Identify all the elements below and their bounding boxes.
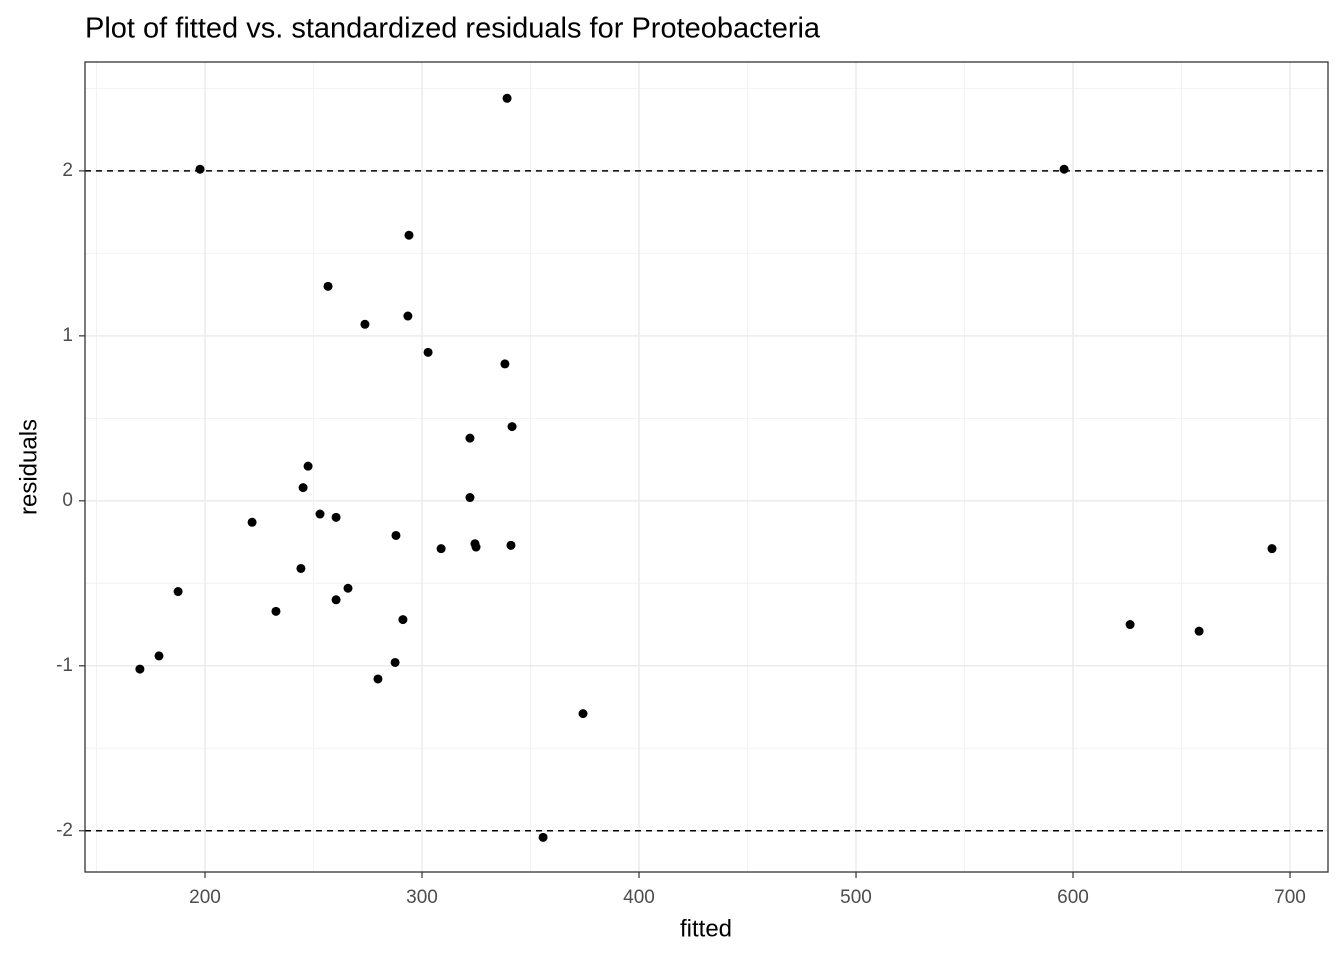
point [507,422,517,432]
x-tick-label: 500 [840,887,872,908]
point [502,93,512,103]
chart-title: Plot of fitted vs. standardized residual… [85,13,821,45]
point [423,347,433,357]
y-tick-label: 2 [62,160,73,181]
x-tick-label: 200 [189,887,221,908]
point [404,230,414,240]
panel-background [85,62,1328,872]
point [403,311,413,321]
point [271,606,281,616]
point [373,674,383,684]
point [135,664,145,674]
x-tick-label: 300 [406,887,438,908]
y-tick-label: -1 [56,655,73,676]
y-axis-label: residuals [15,419,42,515]
point [303,461,313,471]
point [500,359,510,369]
point [296,563,306,573]
point [471,542,481,552]
x-tick-label: 400 [623,887,655,908]
point [465,493,475,503]
point [391,530,401,540]
point [398,615,408,625]
point [298,483,308,493]
point [578,709,588,719]
point [465,433,475,443]
point [343,583,353,593]
point [331,512,341,522]
point [1125,620,1135,630]
point [506,540,516,550]
point [360,319,370,329]
point [323,281,333,291]
point [154,651,164,661]
point [1267,544,1277,554]
y-tick-label: 0 [62,490,73,511]
y-tick-label: 1 [62,325,73,346]
point [538,832,548,842]
panel-border [84,61,1329,873]
point [1059,164,1069,174]
point [173,587,183,597]
point [436,544,446,554]
x-tick-label: 700 [1274,887,1306,908]
y-tick-label: -2 [56,820,73,841]
point [390,657,400,667]
x-tick-label: 600 [1057,887,1089,908]
point [331,595,341,605]
point [195,164,205,174]
x-axis-label: fitted [680,915,732,942]
point [315,509,325,519]
point [1194,626,1204,636]
point [247,517,257,527]
